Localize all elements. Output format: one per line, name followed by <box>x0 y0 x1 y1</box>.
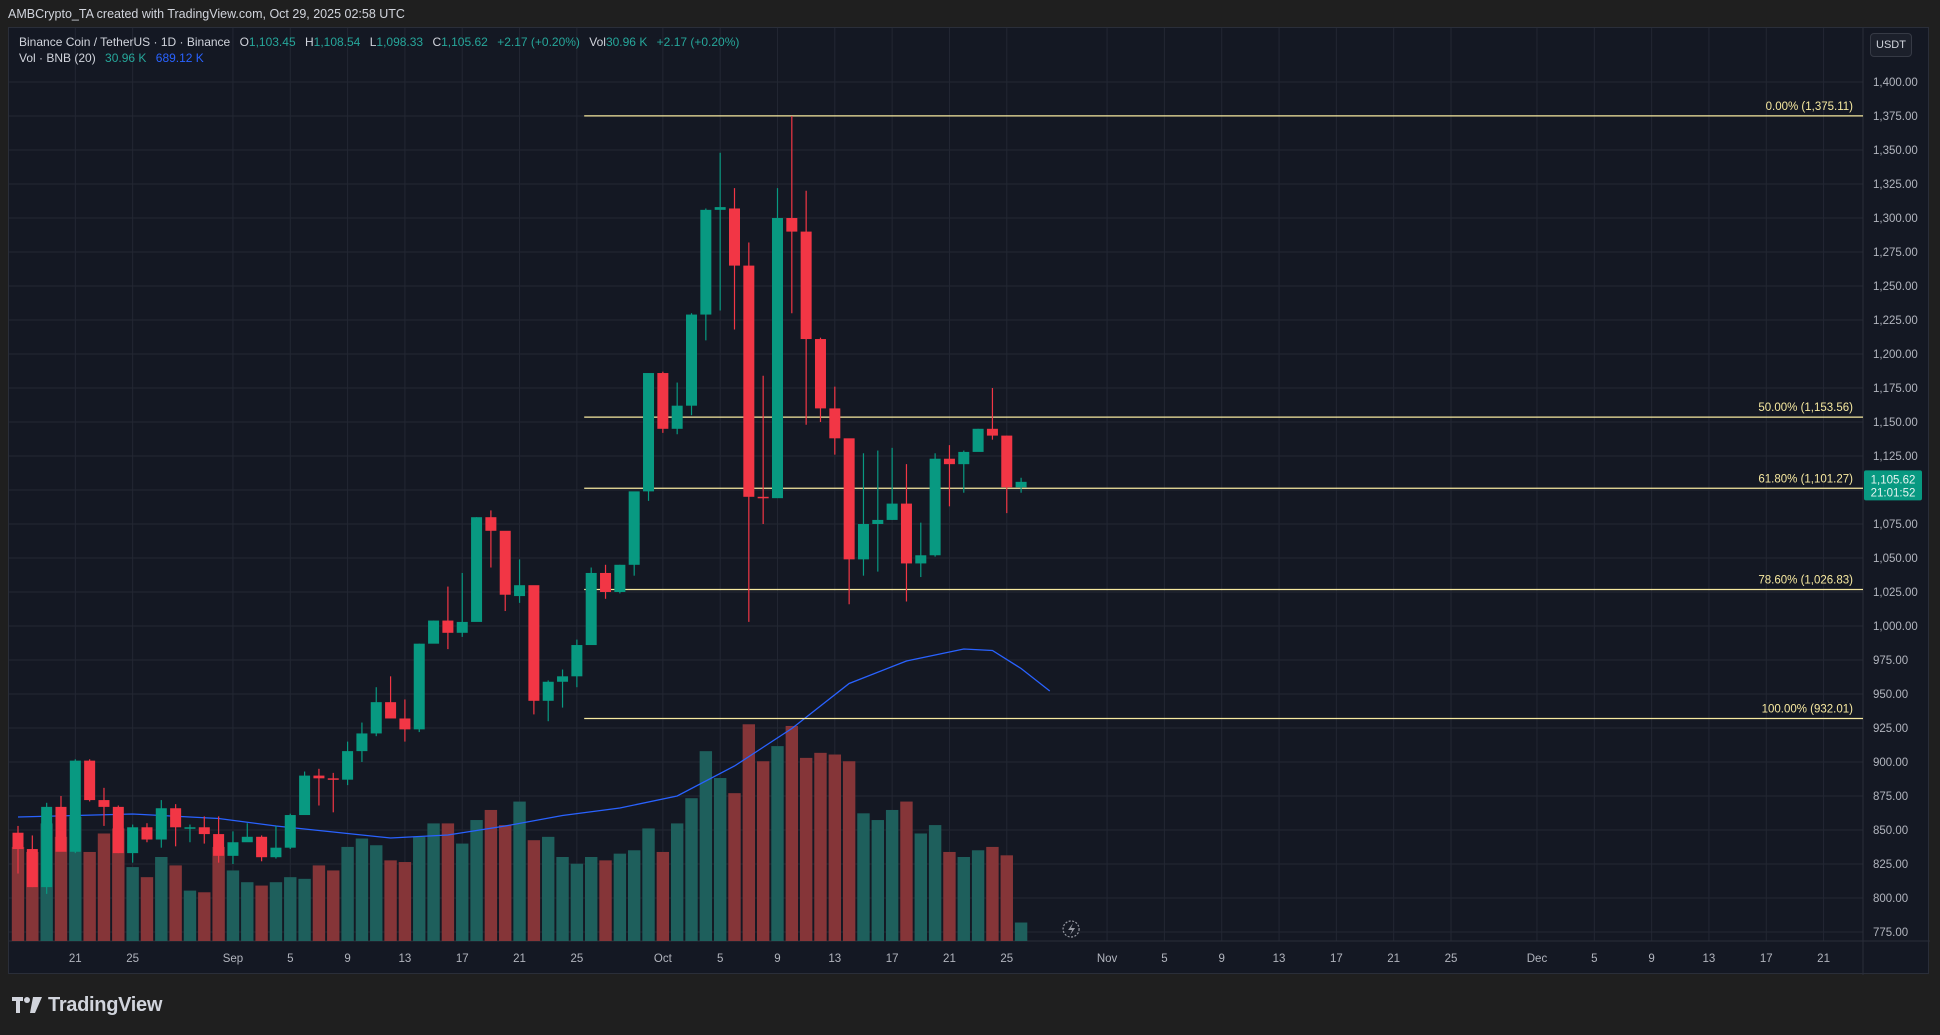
svg-text:1,325.00: 1,325.00 <box>1873 179 1918 191</box>
fibonacci-retracement: 0.00% (1,375.11) 50.00% (1,153.56) 61.80% … <box>584 101 1863 720</box>
svg-text:5: 5 <box>287 953 293 965</box>
svg-text:1,075.00: 1,075.00 <box>1873 519 1918 531</box>
price-chart[interactable]: 0.00% (1,375.11) 50.00% (1,153.56) 61.80% … <box>9 28 1930 975</box>
fib-level-label: 100.00% (932.01) <box>1762 703 1854 715</box>
svg-text:1,050.00: 1,050.00 <box>1873 553 1918 565</box>
fib-level-label: 50.00% (1,153.56) <box>1758 402 1853 414</box>
high-value: 1,108.54 <box>313 35 361 49</box>
svg-text:1,400.00: 1,400.00 <box>1873 77 1918 89</box>
svg-text:1,150.00: 1,150.00 <box>1873 417 1918 429</box>
svg-text:1,375.00: 1,375.00 <box>1873 111 1918 123</box>
volume-bars <box>11 724 1028 941</box>
tradingview-wordmark: TradingView <box>48 993 163 1016</box>
tradingview-logo-icon <box>12 997 42 1013</box>
svg-text:13: 13 <box>1273 953 1286 965</box>
svg-text:1,175.00: 1,175.00 <box>1873 383 1918 395</box>
svg-text:5: 5 <box>1161 953 1167 965</box>
volume-change: +2.17 (+0.20%) <box>656 35 740 49</box>
close-value: 1,105.62 <box>441 35 488 49</box>
volume-ma-value: 689.12 K <box>155 51 204 65</box>
chart-legend: Binance Coin / TetherUS · 1D · Binance O… <box>19 34 739 66</box>
svg-text:21: 21 <box>69 953 82 965</box>
fib-level-label: 0.00% (1,375.11) <box>1766 101 1854 113</box>
svg-text:25: 25 <box>1445 953 1458 965</box>
svg-text:Sep: Sep <box>223 953 243 965</box>
svg-text:9: 9 <box>1648 953 1654 965</box>
svg-text:21:01:52: 21:01:52 <box>1871 487 1916 499</box>
svg-text:17: 17 <box>1760 953 1773 965</box>
volume-indicator-value: 30.96 K <box>105 51 147 65</box>
low-value: 1,098.33 <box>376 35 424 49</box>
svg-text:21: 21 <box>1817 953 1830 965</box>
symbol-title[interactable]: Binance Coin / TetherUS · 1D · Binance <box>19 35 231 49</box>
svg-text:9: 9 <box>344 953 350 965</box>
volume-value: 30.96 K <box>605 35 648 49</box>
svg-text:Dec: Dec <box>1527 953 1548 965</box>
svg-text:21: 21 <box>943 953 956 965</box>
svg-text:9: 9 <box>1219 953 1225 965</box>
fib-level-label: 78.60% (1,026.83) <box>1758 575 1853 587</box>
chart-attribution: AMBCrypto_TA created with TradingView.co… <box>8 7 405 21</box>
fib-level-label: 61.80% (1,101.27) <box>1758 473 1853 485</box>
svg-text:875.00: 875.00 <box>1873 791 1908 803</box>
svg-text:1,105.62: 1,105.62 <box>1871 474 1916 486</box>
svg-text:825.00: 825.00 <box>1873 859 1908 871</box>
time-axis[interactable]: 21 25 Sep 5 9 13 17 21 25 Oct 5 9 13 17 21 25 Nov 5 9 13 17 2… <box>69 953 1830 965</box>
svg-text:800.00: 800.00 <box>1873 893 1908 905</box>
svg-text:1,025.00: 1,025.00 <box>1873 587 1918 599</box>
currency-button[interactable]: USDT <box>1870 33 1912 57</box>
svg-text:1,250.00: 1,250.00 <box>1873 281 1918 293</box>
svg-text:925.00: 925.00 <box>1873 723 1908 735</box>
price-axis[interactable]: 775.00 800.00 825.00 850.00 875.00 900.00 925.… <box>1864 77 1922 939</box>
last-price-badge <box>1864 470 1922 501</box>
svg-text:13: 13 <box>1703 953 1716 965</box>
svg-text:17: 17 <box>1330 953 1343 965</box>
open-value: 1,103.45 <box>248 35 296 49</box>
svg-text:1,200.00: 1,200.00 <box>1873 349 1918 361</box>
lightning-icon[interactable] <box>1062 920 1080 938</box>
svg-text:5: 5 <box>717 953 723 965</box>
svg-text:5: 5 <box>1591 953 1597 965</box>
svg-text:975.00: 975.00 <box>1873 655 1908 667</box>
svg-text:1,300.00: 1,300.00 <box>1873 213 1918 225</box>
symbol-legend-row: Binance Coin / TetherUS · 1D · Binance O… <box>19 35 740 49</box>
svg-text:9: 9 <box>774 953 780 965</box>
volume-indicator-title[interactable]: Vol · BNB (20) <box>19 51 96 65</box>
svg-text:950.00: 950.00 <box>1873 689 1908 701</box>
svg-text:21: 21 <box>513 953 526 965</box>
svg-text:1,225.00: 1,225.00 <box>1873 315 1918 327</box>
svg-text:25: 25 <box>570 953 583 965</box>
candles <box>12 116 1027 894</box>
volume-indicator-row: Vol · BNB (20) 30.96 K 689.12 K <box>19 50 739 66</box>
svg-text:25: 25 <box>126 953 139 965</box>
svg-text:1,350.00: 1,350.00 <box>1873 145 1918 157</box>
svg-text:1,000.00: 1,000.00 <box>1873 621 1918 633</box>
price-change: +2.17 (+0.20%) <box>497 35 580 49</box>
svg-text:13: 13 <box>399 953 412 965</box>
svg-text:900.00: 900.00 <box>1873 757 1908 769</box>
svg-text:775.00: 775.00 <box>1873 927 1908 939</box>
svg-text:Oct: Oct <box>654 953 673 965</box>
tradingview-logo: TradingView <box>12 990 162 1020</box>
svg-text:850.00: 850.00 <box>1873 825 1908 837</box>
svg-text:1,125.00: 1,125.00 <box>1873 451 1918 463</box>
svg-text:17: 17 <box>456 953 469 965</box>
svg-text:21: 21 <box>1387 953 1400 965</box>
chart-frame[interactable]: 0.00% (1,375.11) 50.00% (1,153.56) 61.80% … <box>8 27 1930 975</box>
svg-text:Nov: Nov <box>1097 953 1118 965</box>
svg-text:13: 13 <box>828 953 841 965</box>
svg-text:25: 25 <box>1000 953 1013 965</box>
svg-text:17: 17 <box>886 953 899 965</box>
svg-text:1,275.00: 1,275.00 <box>1873 247 1918 259</box>
